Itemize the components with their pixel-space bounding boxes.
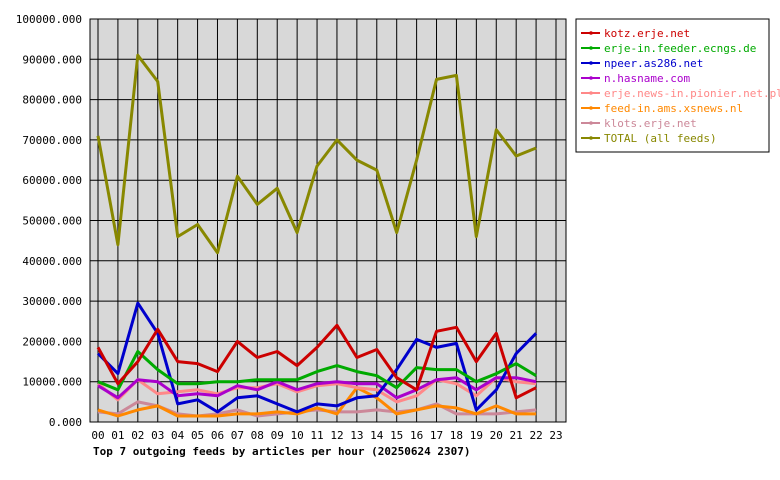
legend-label: TOTAL (all feeds) [604, 132, 717, 145]
x-tick-label: 20 [490, 429, 503, 442]
legend-marker [589, 121, 593, 125]
y-tick-label: 20000.000 [22, 335, 82, 348]
y-tick-labels: 0.000 10000.000 20000.000 30000.000 40000.00… [16, 13, 82, 429]
x-tick-label: 12 [330, 429, 343, 442]
legend-label: erje-in.feeder.ecngs.de [604, 42, 756, 55]
y-tick-label: 70000.000 [22, 134, 82, 147]
x-tick-label: 16 [410, 429, 423, 442]
x-tick-label: 18 [450, 429, 463, 442]
x-tick-label: 06 [211, 429, 224, 442]
chart-title: Top 7 outgoing feeds by articles per hou… [93, 445, 471, 458]
legend-label: feed-in.ams.xsnews.nl [604, 102, 743, 115]
x-tick-label: 05 [191, 429, 204, 442]
series-line [97, 350, 537, 392]
legend-marker [589, 136, 593, 140]
x-tick-label: 15 [390, 429, 403, 442]
series-line [97, 386, 537, 418]
series-lines [96, 53, 538, 418]
legend-label: n.hasname.com [604, 72, 690, 85]
legend-label: npeer.as286.net [604, 57, 703, 70]
x-tick-label: 01 [111, 429, 124, 442]
series-line [96, 323, 537, 400]
y-tick-label: 60000.000 [22, 174, 82, 187]
x-tick-label: 17 [430, 429, 443, 442]
y-tick-label: 40000.000 [22, 255, 82, 268]
legend-box [575, 18, 770, 153]
series-line [96, 53, 537, 255]
x-tick-labels: 00 01 02 03 04 05 06 07 08 09 10 11 12 13 14 15 16 17 18 19… [91, 429, 562, 442]
x-tick-label: 07 [231, 429, 244, 442]
x-tick-label: 13 [350, 429, 363, 442]
series-line [97, 376, 537, 400]
y-tick-label: 50000.000 [22, 215, 82, 228]
x-tick-label: 11 [310, 429, 323, 442]
x-tick-label: 21 [510, 429, 523, 442]
y-tick-label: 10000.000 [22, 376, 82, 389]
y-tick-label: 0.000 [49, 416, 82, 429]
legend-marker [589, 46, 593, 50]
legend: kotz.erje.net erje-in.feeder.ecngs.de npee… [575, 18, 780, 153]
x-tick-label: 19 [470, 429, 483, 442]
x-tick-label: 04 [171, 429, 185, 442]
x-tick-label: 23 [549, 429, 562, 442]
x-tick-label: 03 [151, 429, 164, 442]
x-tick-label: 09 [271, 429, 284, 442]
legend-label: erje.news-in.pionier.net.pl [604, 87, 780, 100]
x-tick-label: 22 [529, 429, 542, 442]
legend-marker [589, 91, 593, 95]
legend-label: klots.erje.net [604, 117, 697, 130]
legend-marker [589, 31, 593, 35]
y-tick-label: 30000.000 [22, 295, 82, 308]
legend-marker [589, 76, 593, 80]
y-tick-label: 100000.000 [16, 13, 82, 26]
x-tick-label: 14 [370, 429, 384, 442]
legend-marker [589, 61, 593, 65]
x-tick-label: 02 [131, 429, 144, 442]
plot-border [89, 18, 567, 423]
x-tick-label: 00 [91, 429, 104, 442]
x-tick-label: 08 [251, 429, 264, 442]
y-tick-label: 90000.000 [22, 53, 82, 66]
y-tick-label: 80000.000 [22, 94, 82, 107]
legend-marker [589, 106, 593, 110]
x-tick-label: 10 [291, 429, 304, 442]
legend-label: kotz.erje.net [604, 27, 690, 40]
